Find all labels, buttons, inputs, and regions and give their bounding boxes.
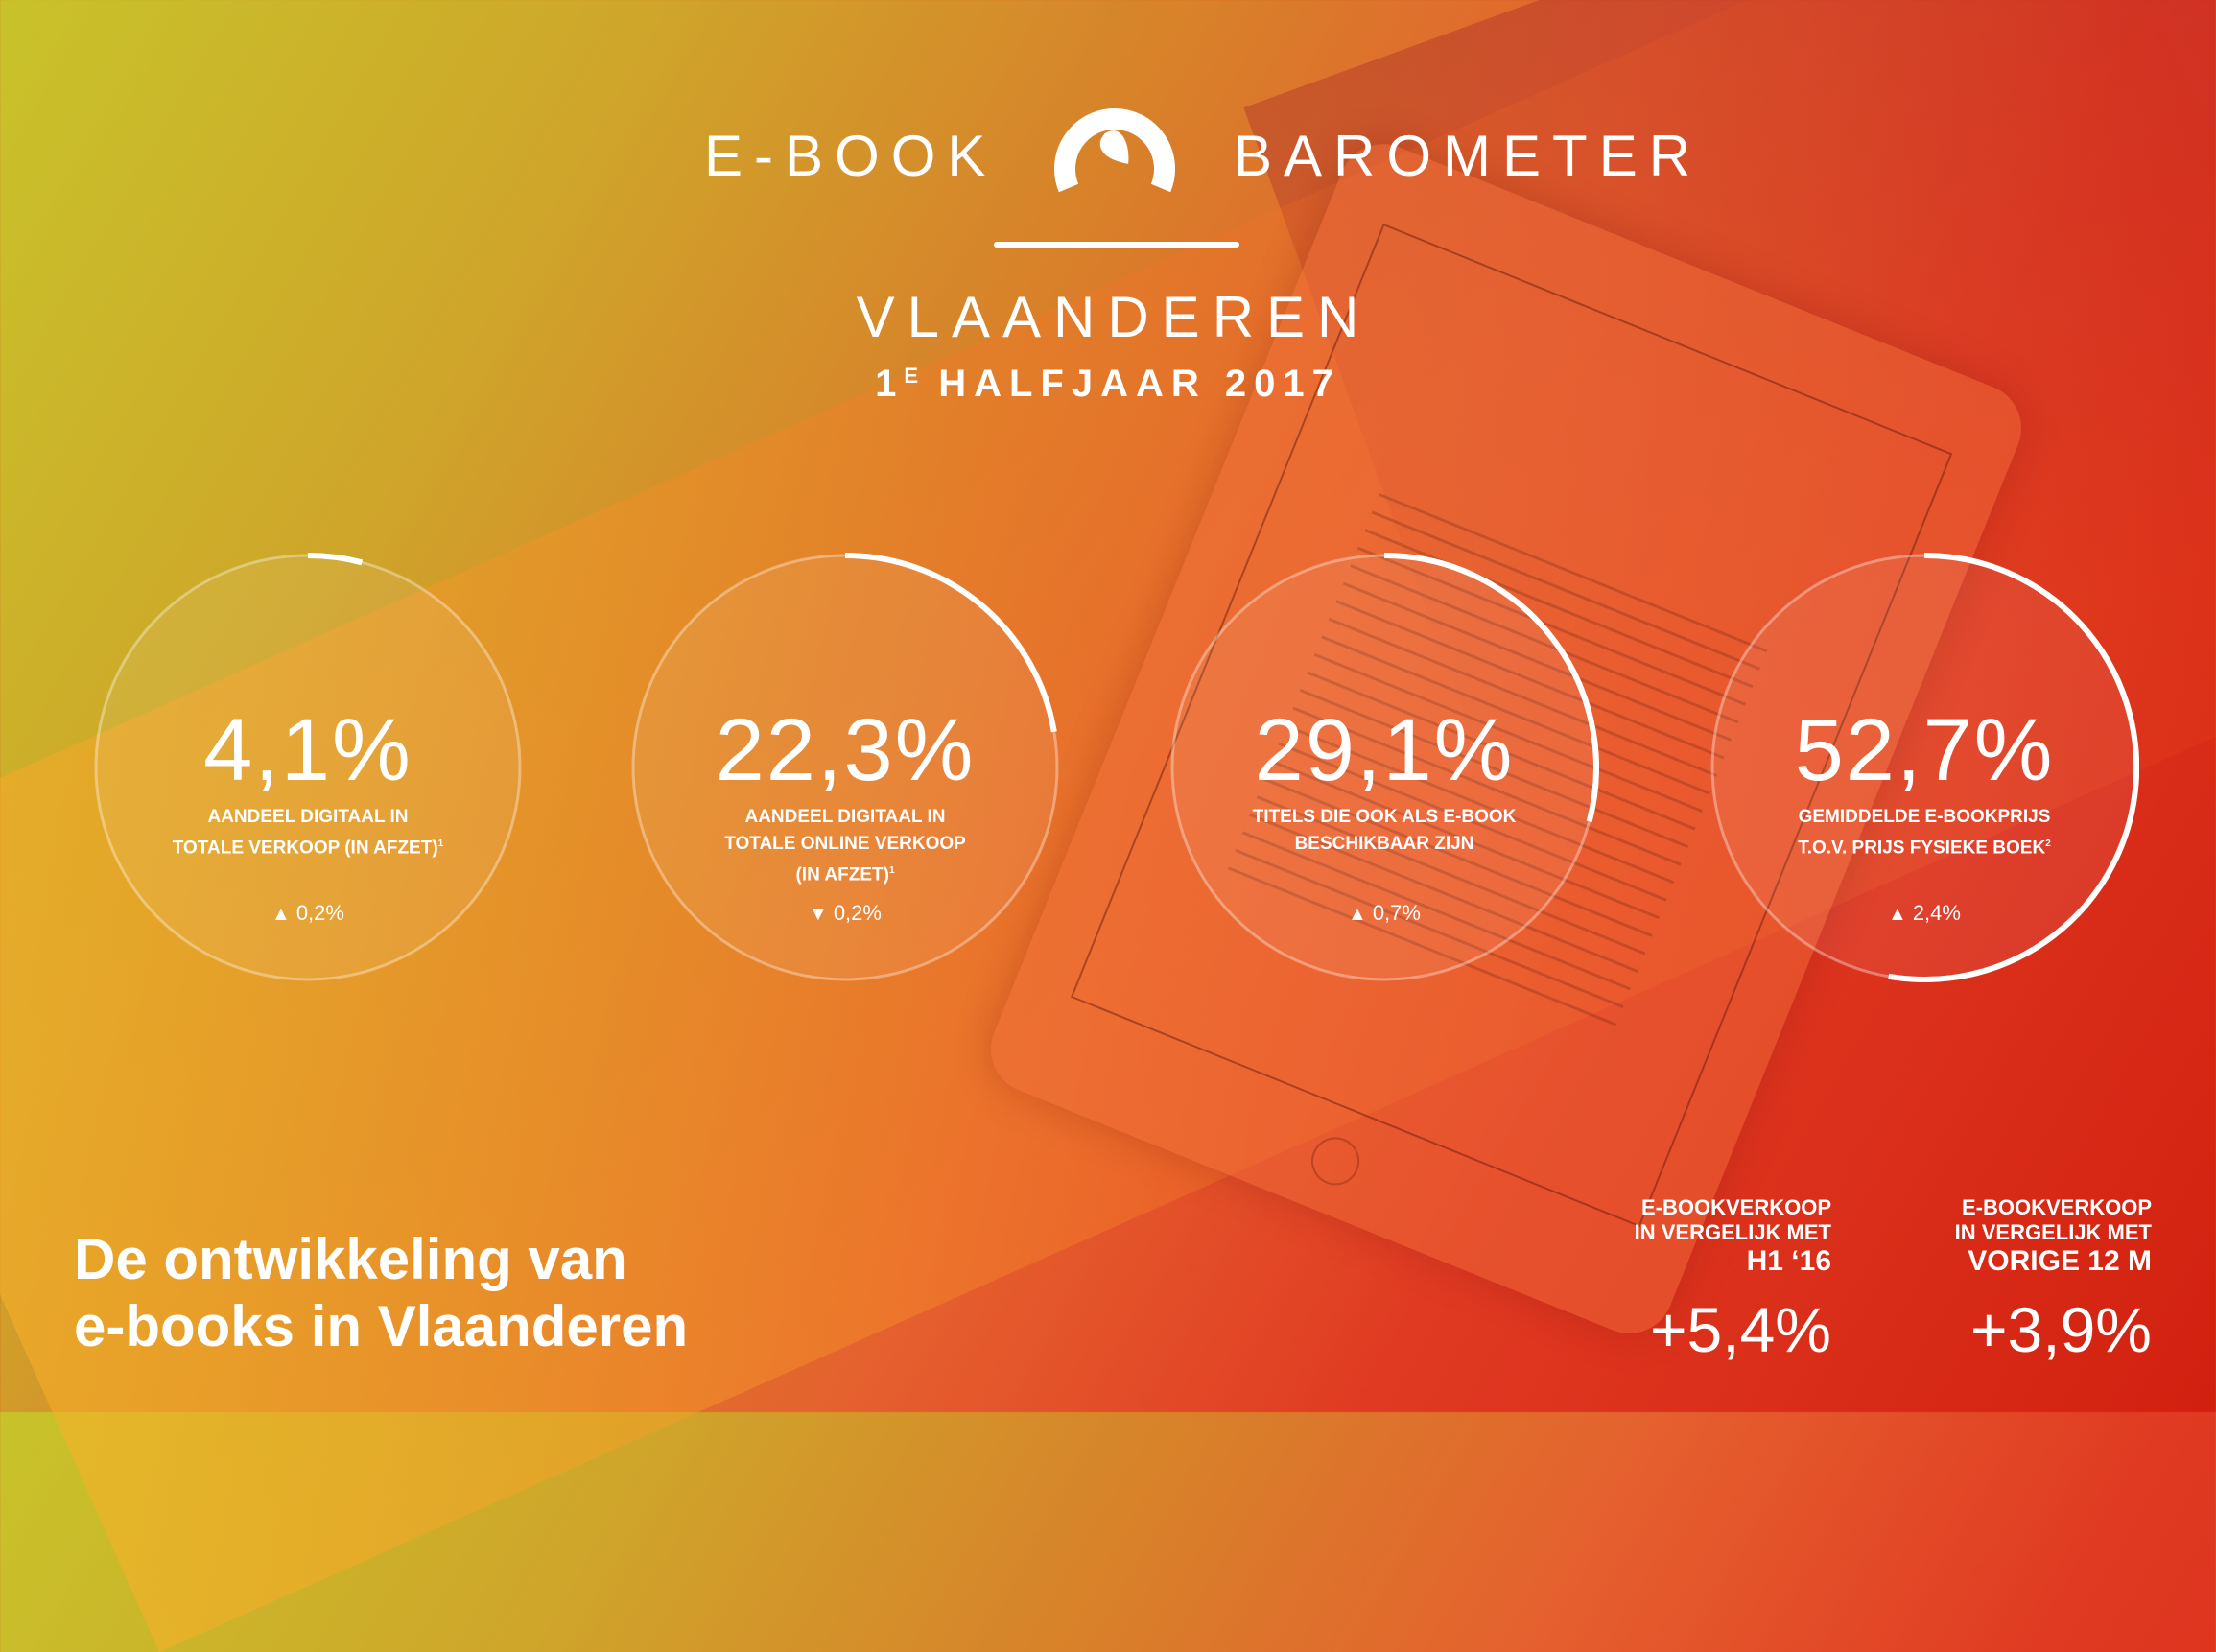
progress-ring: [1710, 553, 2139, 982]
comparison-h1-16: E-BOOKVERKOOP IN VERGELIJK MET H1 ‘16 +5…: [1635, 1195, 1831, 1368]
label-text: TOTALE VERKOOP (IN AFZET): [172, 838, 438, 859]
label-text: BESCHIKBAAR ZIJN: [1294, 834, 1474, 854]
change-value: 2,4%: [1912, 901, 1961, 925]
label-text: AANDEEL DIGITAAL IN: [207, 807, 409, 827]
label-text: (IN AFZET): [795, 864, 889, 885]
stat-label-line: TITELS DIE OOK ALS E-BOOK: [1208, 804, 1561, 831]
triangle-down-icon: ▼: [809, 904, 828, 925]
stat-label-line: AANDEEL DIGITAAL IN: [669, 804, 1022, 831]
stat-label-line: AANDEEL DIGITAAL IN: [131, 804, 484, 831]
period-title: 1E HALFJAAR 2017: [0, 353, 2216, 407]
stat-change: ▼ 0,2%: [630, 900, 1060, 928]
stat-value: 29,1%: [1254, 701, 1515, 799]
stat-circle: 29,1% TITELS DIE OOK ALS E-BOOK BESCHIKBAA…: [1169, 553, 1599, 982]
period-sup: E: [904, 364, 921, 388]
gauge-arch-icon: [1054, 108, 1175, 193]
stat-circle: 4,1% AANDEEL DIGITAAL IN TOTALE VERKOOP (I…: [93, 553, 523, 982]
stat-change: ▲ 0,7%: [1169, 900, 1599, 928]
stat-change: ▲ 2,4%: [1709, 900, 2139, 928]
comparison-12m: E-BOOKVERKOOP IN VERGELIJK MET VORIGE 12…: [1955, 1195, 2152, 1368]
period-number: 1: [875, 363, 905, 405]
stat-label: TITELS DIE OOK ALS E-BOOK BESCHIKBAAR ZIJ…: [1208, 804, 1561, 858]
stat-circle: 52,7% GEMIDDELDE E-BOOKPRIJS T.O.V. PRIJS …: [1709, 553, 2139, 982]
title-line: e-books in Vlaanderen: [74, 1294, 689, 1358]
stat-change: ▲ 0,2%: [93, 900, 523, 928]
triangle-up-icon: ▲: [271, 904, 291, 925]
progress-ring: [94, 553, 522, 981]
comparison-label: IN VERGELIJK MET: [1634, 1220, 1831, 1244]
stat-label-line: T.O.V. PRIJS FYSIEKE BOEK2: [1748, 831, 2101, 861]
stat-label-line: BESCHIKBAAR ZIJN: [1208, 831, 1561, 858]
stat-label-line: GEMIDDELDE E-BOOKPRIJS: [1748, 804, 2101, 831]
comparison-value: +5,4%: [1650, 1294, 1831, 1365]
change-value: 0,2%: [295, 901, 344, 925]
triangle-up-icon: ▲: [1348, 904, 1367, 925]
header-divider: [994, 242, 1239, 248]
progress-ring: [631, 553, 1059, 981]
stat-label-line: (IN AFZET)1: [669, 858, 1022, 888]
stat-label: AANDEEL DIGITAAL IN TOTALE ONLINE VERKOOP…: [669, 804, 1022, 888]
ring-arc: [844, 553, 1057, 733]
stat-circle: 22,3% AANDEEL DIGITAAL IN TOTALE ONLINE VE…: [630, 553, 1060, 982]
label-text: T.O.V. PRIJS FYSIEKE BOEK: [1798, 838, 2046, 859]
stat-label-line: TOTALE VERKOOP (IN AFZET)1: [131, 831, 484, 861]
ring-arc: [1888, 553, 2139, 982]
stat-label: AANDEEL DIGITAAL IN TOTALE VERKOOP (IN AF…: [131, 804, 484, 861]
stat-label-line: TOTALE ONLINE VERKOOP: [669, 831, 1022, 858]
header-ebook-word: E-BOOK: [704, 124, 998, 188]
ring-arc: [1383, 553, 1599, 823]
comparison-label: IN VERGELIJK MET: [1954, 1220, 2152, 1244]
comparison-label: E-BOOKVERKOOP: [1961, 1195, 2152, 1219]
ring-arc: [307, 553, 364, 566]
progress-ring: [1170, 553, 1599, 981]
header-barometer-word: BAROMETER: [1234, 124, 1703, 188]
stat-value: 4,1%: [203, 701, 413, 799]
footnote-mark: 1: [437, 838, 444, 849]
label-text: TOTALE ONLINE VERKOOP: [724, 834, 966, 854]
footnote-mark: 2: [2045, 838, 2051, 849]
footnote-mark: 1: [888, 865, 895, 876]
tablet-home-button: [1304, 1129, 1367, 1192]
label-text: GEMIDDELDE E-BOOKPRIJS: [1798, 807, 2051, 827]
period-text: HALFJAAR 2017: [938, 363, 1341, 405]
change-value: 0,2%: [833, 901, 882, 925]
comparison-period: H1 ‘16: [1746, 1245, 1831, 1277]
title-line: De ontwikkeling van: [74, 1227, 627, 1291]
comparison-value: +3,9%: [1970, 1294, 2152, 1365]
main-title: De ontwikkeling van e-books in Vlaandere…: [74, 1226, 688, 1360]
triangle-up-icon: ▲: [1888, 904, 1907, 925]
comparison-label: E-BOOKVERKOOP: [1640, 1195, 1831, 1219]
region-title: VLAANDEREN: [856, 285, 1372, 349]
stat-value: 22,3%: [715, 701, 976, 799]
change-value: 0,7%: [1372, 901, 1421, 925]
label-text: TITELS DIE OOK ALS E-BOOK: [1252, 807, 1517, 827]
stat-value: 52,7%: [1794, 701, 2055, 799]
label-text: AANDEEL DIGITAAL IN: [744, 807, 946, 827]
comparison-period: VORIGE 12 M: [1968, 1245, 2152, 1277]
stat-label: GEMIDDELDE E-BOOKPRIJS T.O.V. PRIJS FYSIE…: [1748, 804, 2101, 861]
